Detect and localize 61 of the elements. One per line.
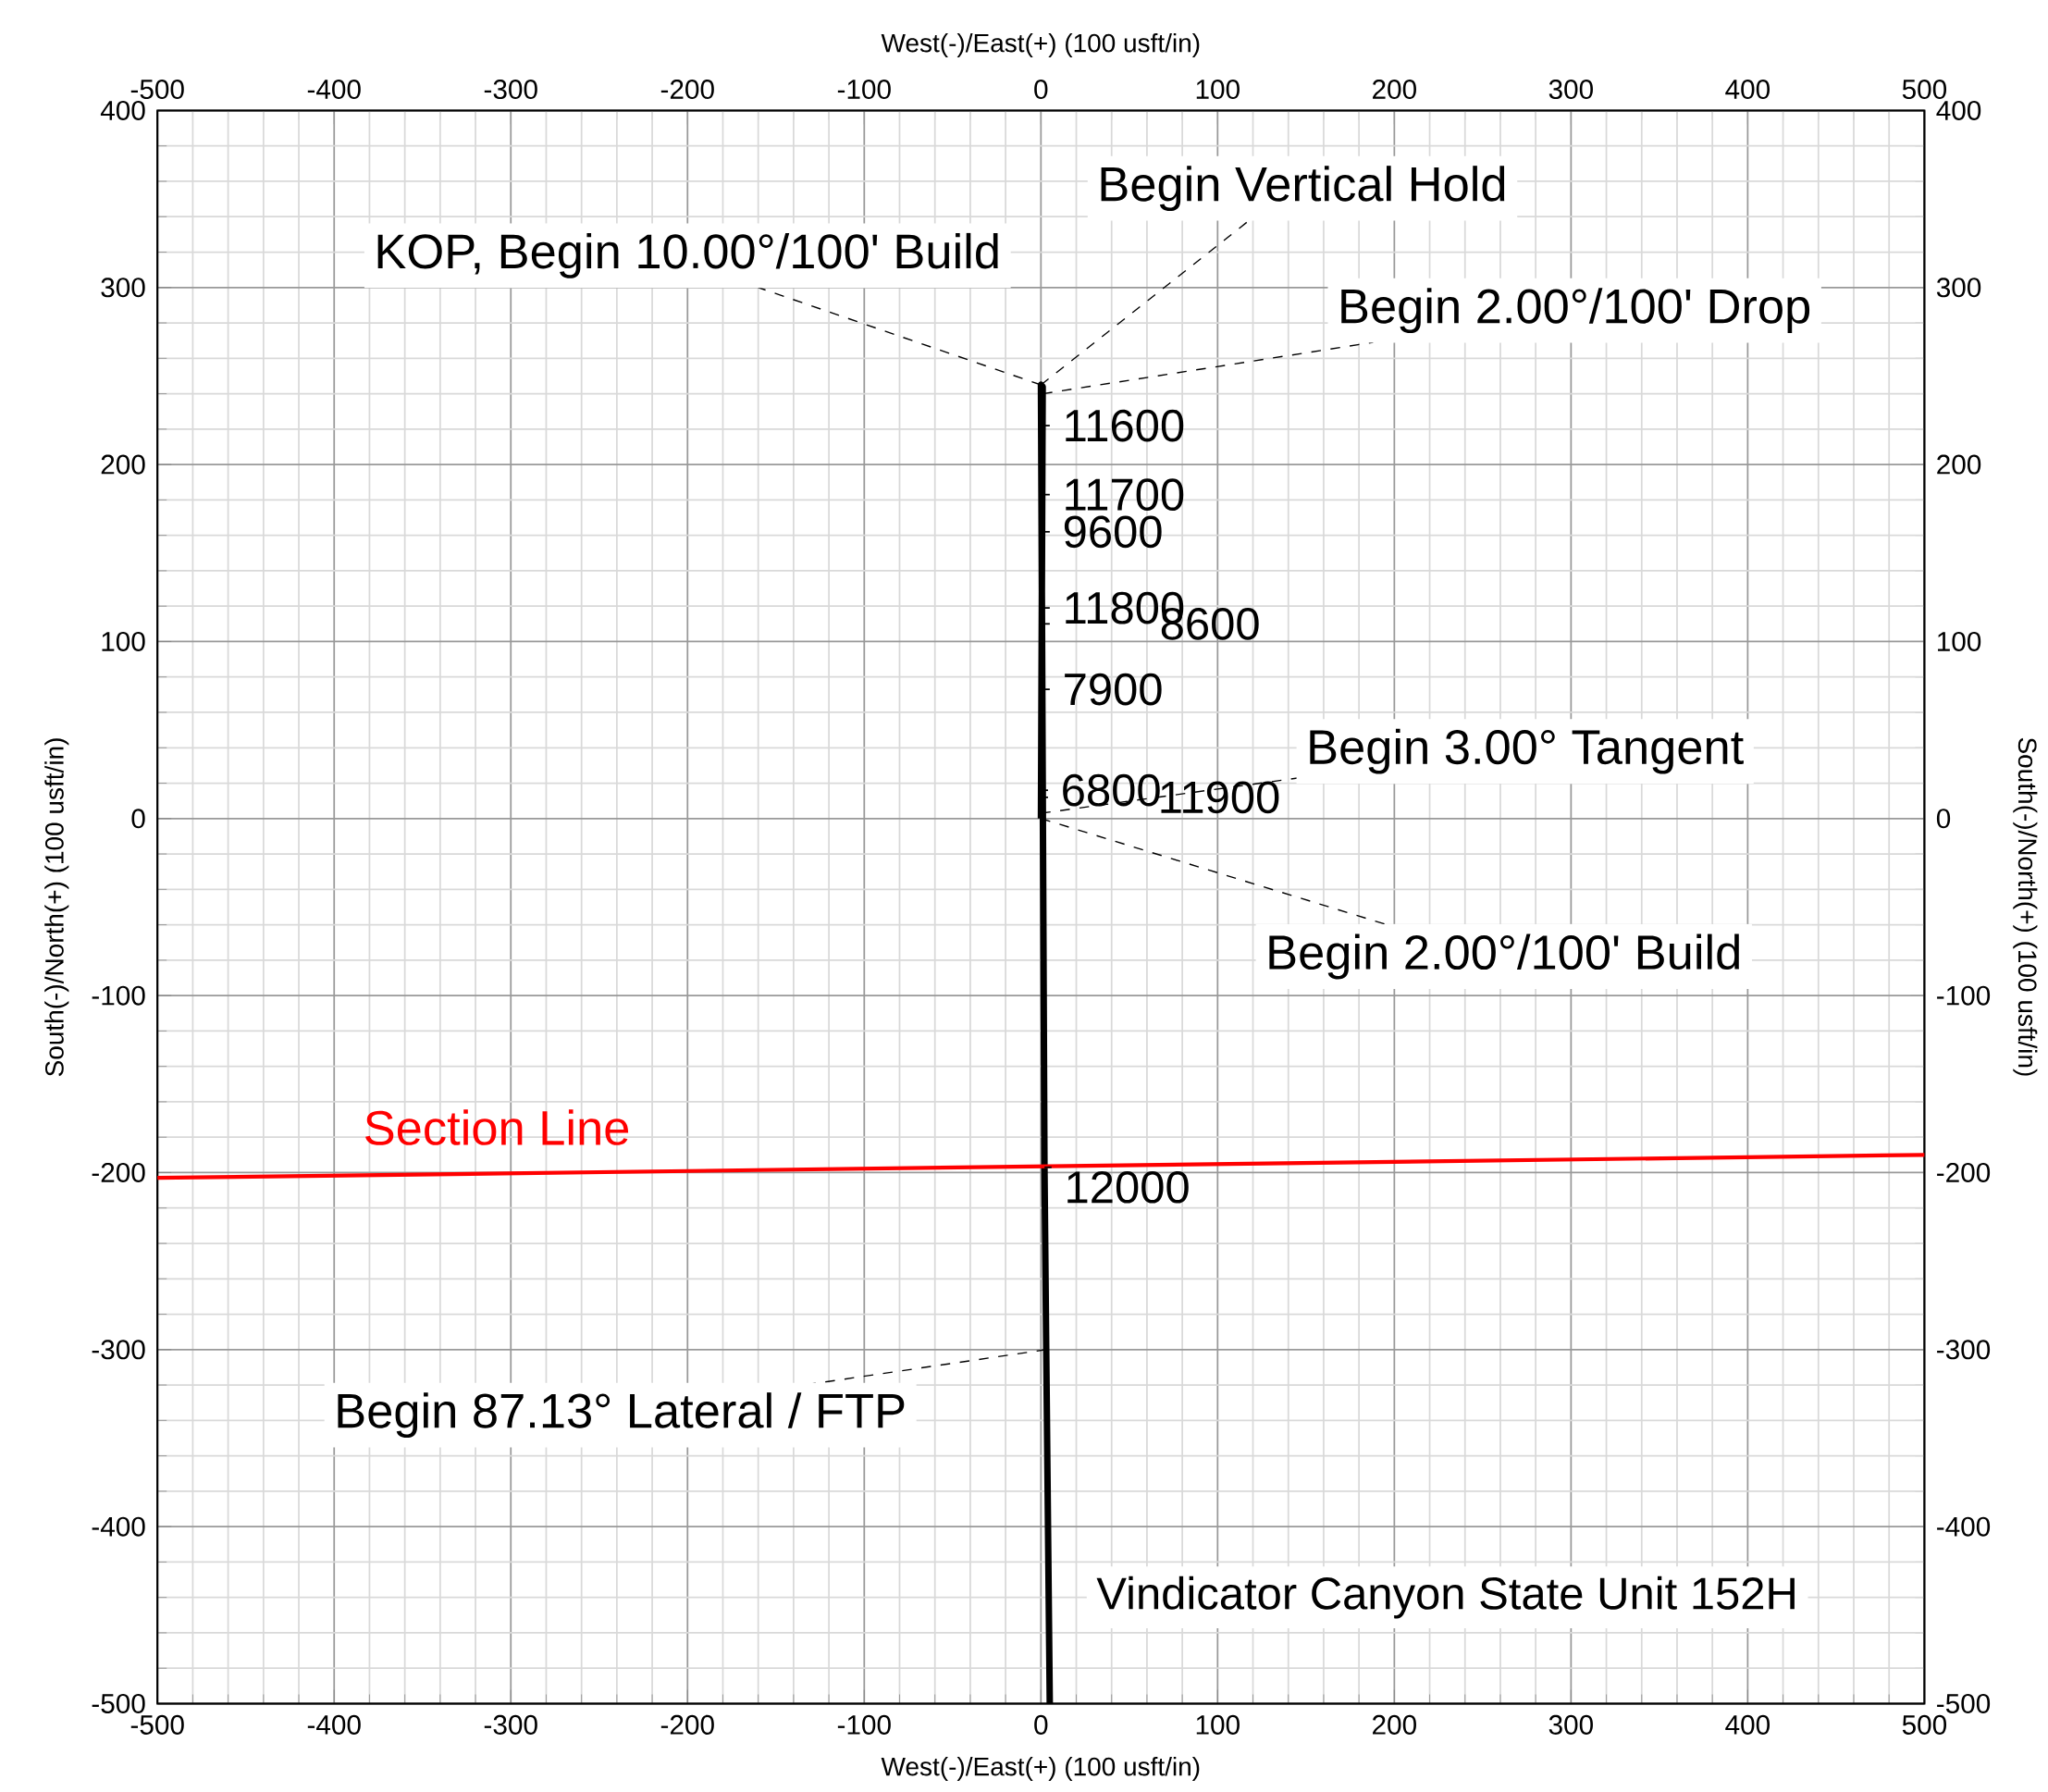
y2-tick-label: -200 bbox=[1937, 1163, 1991, 1183]
y2-tick-label: 0 bbox=[1936, 809, 1951, 829]
y2-tick-label: -300 bbox=[1937, 1340, 1991, 1360]
x-tick-label: 300 bbox=[1548, 80, 1593, 100]
y2-tick-label: -500 bbox=[1937, 1694, 1991, 1714]
x-axis-title: West(-)/East(+) (100 usft/in) bbox=[881, 1757, 1200, 1782]
y-tick-label: 300 bbox=[101, 278, 145, 298]
x-tick-label: -100 bbox=[837, 80, 891, 100]
x2-tick-label: -500 bbox=[130, 1715, 184, 1736]
y-tick-label: 400 bbox=[100, 101, 145, 121]
y-tick-label: 200 bbox=[101, 454, 145, 475]
y-tick-label: -100 bbox=[92, 985, 145, 1006]
x2-tick-label: -400 bbox=[307, 1715, 361, 1736]
x2-tick-label: -300 bbox=[484, 1715, 537, 1736]
y2-tick-label: 100 bbox=[1938, 632, 1981, 652]
annotation: 6800 bbox=[1063, 773, 1160, 807]
x2-tick-label: 200 bbox=[1373, 1715, 1416, 1736]
x-tick-label: -400 bbox=[307, 80, 361, 100]
y-tick-label: -200 bbox=[92, 1163, 145, 1183]
x-tick-label: 0 bbox=[1034, 80, 1048, 100]
x-tick-label: -200 bbox=[660, 80, 714, 100]
y-tick-label: 100 bbox=[102, 632, 145, 652]
x-tick-label: 500 bbox=[1902, 80, 1947, 100]
annotation: Vindicator Canyon State Unit 152H bbox=[1096, 1576, 1795, 1619]
x2-tick-label: -200 bbox=[660, 1715, 714, 1736]
annotation: 12000 bbox=[1067, 1171, 1189, 1204]
annotation: Begin 2.00°/100' Drop bbox=[1341, 288, 1810, 334]
annotation: Begin 3.00° Tangent bbox=[1310, 728, 1744, 774]
x-tick-label: 400 bbox=[1725, 80, 1770, 100]
y2-axis-title: South(-)/North(+) (100 usft/in) bbox=[2013, 737, 2038, 1076]
y-axis-title: South(-)/North(+) (100 usft/in) bbox=[44, 738, 69, 1077]
series-label: Section Line bbox=[365, 1109, 629, 1146]
annotation: KOP, Begin 10.00°/100' Build bbox=[377, 233, 998, 278]
y2-tick-label: -100 bbox=[1937, 985, 1991, 1006]
x2-tick-label: 500 bbox=[1902, 1715, 1947, 1736]
x2-tick-label: 300 bbox=[1548, 1715, 1593, 1736]
y-tick-label: -300 bbox=[92, 1340, 145, 1360]
y-tick-label: 0 bbox=[131, 809, 145, 829]
annotation: Begin 2.00°/100' Build bbox=[1269, 933, 1739, 980]
y2-tick-label: 400 bbox=[1936, 101, 1981, 121]
y-tick-label: -500 bbox=[92, 1694, 145, 1714]
annotation: 7900 bbox=[1065, 673, 1162, 706]
y2-tick-label: -400 bbox=[1937, 1516, 1991, 1537]
x2-tick-label: 0 bbox=[1034, 1715, 1048, 1736]
x-tick-label: -500 bbox=[130, 80, 184, 100]
y-tick-label: -400 bbox=[92, 1516, 145, 1537]
x-tick-label: 200 bbox=[1373, 80, 1416, 100]
annotation: 11600 bbox=[1066, 409, 1184, 442]
annotation: 9600 bbox=[1064, 515, 1162, 549]
x-tick-label: 100 bbox=[1196, 80, 1240, 100]
x2-tick-label: 100 bbox=[1196, 1715, 1240, 1736]
x2-tick-label: 400 bbox=[1725, 1715, 1770, 1736]
y2-tick-label: 300 bbox=[1936, 278, 1981, 298]
x2-tick-label: -100 bbox=[837, 1715, 891, 1736]
y2-tick-label: 200 bbox=[1937, 454, 1981, 475]
annotation: 11900 bbox=[1161, 781, 1279, 814]
annotation: Begin 87.13° Lateral / FTP bbox=[338, 1392, 905, 1439]
annotation: 11700 bbox=[1066, 478, 1184, 512]
x-tick-label: -300 bbox=[484, 80, 537, 100]
x2-axis-title: West(-)/East(+) (100 usft/in) bbox=[881, 33, 1200, 58]
annotation: Begin Vertical Hold bbox=[1101, 166, 1505, 212]
